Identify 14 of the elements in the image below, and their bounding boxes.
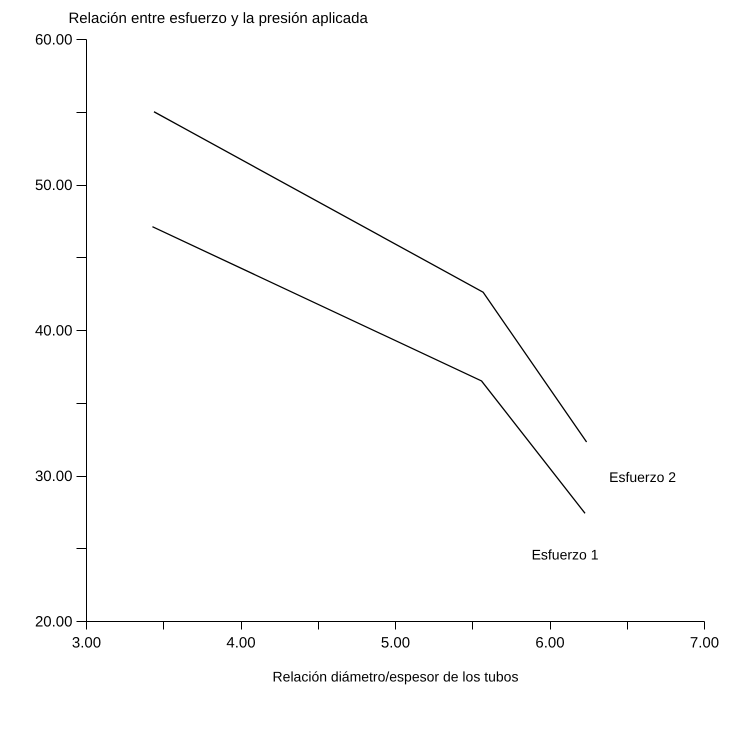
y-tick-label: 50.00 (34, 177, 72, 194)
text: Esfuerzo 2 (609, 469, 676, 486)
y-tick-label: 30.00 (34, 468, 72, 485)
text: Esfuerzo 1 (532, 546, 599, 562)
x-tick-label: 4.00 (226, 634, 256, 652)
x-axis-title: Relación diámetro/espesor de los tubos (272, 668, 518, 684)
x-tick-label: 3.00 (72, 634, 102, 652)
chart-title: Relación entre esfuerzo y la presión aplicada (68, 10, 368, 27)
x-tick-label: 5.00 (380, 634, 410, 652)
x-tick-label: 7.00 (690, 634, 720, 652)
y-tick-label: 20.00 (34, 614, 72, 630)
y-tick-label: 40.00 (34, 322, 72, 340)
x-tick-label: 6.00 (535, 634, 565, 652)
y-tick-label: 60.00 (34, 32, 72, 48)
